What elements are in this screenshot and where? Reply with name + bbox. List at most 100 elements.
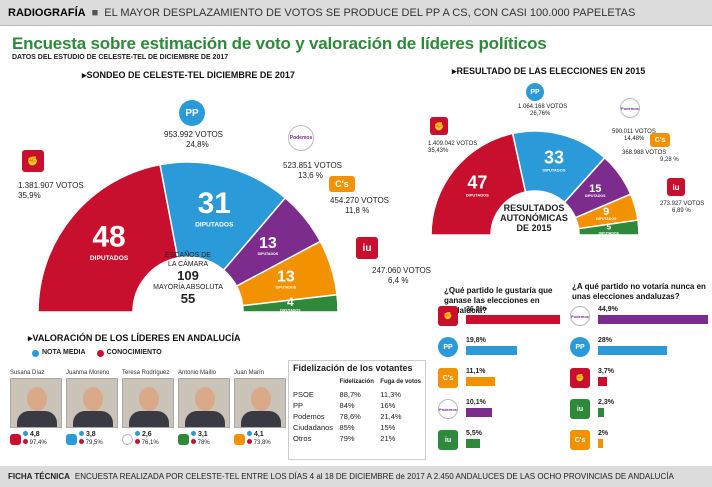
table-header-cell — [293, 379, 340, 385]
seat-label: DIPUTADOS — [585, 194, 606, 198]
bar-label: 2% — [598, 430, 609, 437]
table-row: Ciudadanos 85% 15% — [293, 422, 421, 433]
table-cell: PP — [293, 401, 304, 410]
psoe-2015-votes: 1.409.042 VOTOS — [428, 141, 478, 147]
top-bar: RADIOGRAFÍA ■ EL MAYOR DESPLAZAMIENTO DE… — [0, 0, 712, 26]
chart1-center: ESCAÑOS DE LA CÁMARA 109 MAYORÍA ABSOLUT… — [148, 251, 228, 306]
party-icon — [122, 433, 133, 445]
bar-label: 11,1% — [466, 368, 486, 375]
pp-logo-icon: PP — [570, 337, 590, 357]
podemos-2017-votes: 523.851 VOTOS — [283, 161, 343, 170]
bar-iu — [598, 408, 604, 417]
cs-logo-icon-2015: C's — [650, 133, 670, 147]
podemos-logo-icon: Podemos — [288, 125, 314, 151]
seat-segment-psoe — [37, 163, 179, 313]
bar-label: 5,5% — [466, 430, 482, 437]
bar-label: 10,1% — [466, 399, 486, 406]
bar-podemos — [466, 408, 493, 417]
bar-psoe — [598, 377, 608, 386]
seat-segment-iu — [241, 293, 339, 313]
seat-count-psoe: 47 — [467, 173, 487, 193]
table-cell: 21% — [380, 434, 396, 443]
leader-name: Teresa Rodríguez — [122, 370, 170, 376]
seat-count-pp: 31 — [198, 187, 231, 220]
leader-scores: 4,1 73,8% — [234, 431, 286, 447]
leader-photo — [178, 378, 230, 428]
table-row: Podemos 78,6% 21,4% — [293, 411, 421, 422]
leader-photo — [122, 378, 174, 428]
seat-segment-pp — [159, 161, 287, 272]
table-cell: Otros — [293, 434, 312, 443]
seat-count-psoe: 48 — [92, 221, 125, 254]
table-header-cell: Fidelización — [339, 379, 374, 385]
bar-cs — [466, 377, 495, 386]
leader-note: 4,8 — [23, 431, 47, 439]
psoe-logo-icon-2015: ✊ — [430, 117, 448, 135]
podemos-logo-icon: Podemos — [438, 399, 458, 419]
leader-knowledge: 76,1% — [135, 439, 159, 447]
psoe-2017-votes: 1.381.907 VOTOS — [18, 181, 84, 190]
footer-key: FICHA TÉCNICA — [8, 472, 70, 481]
cs-logo-icon: C's — [438, 368, 458, 388]
leader-card: Susana Díaz 4,8 97,4% — [10, 370, 62, 447]
table-cell: Podemos — [293, 412, 325, 421]
leader-card: Juanma Moreno 3,8 79,5% — [66, 370, 118, 447]
seat-count-podemos: 13 — [259, 235, 277, 252]
iu-logo-icon-2015: iu — [667, 178, 685, 196]
table-cell: 78,6% — [339, 412, 361, 421]
leader-scores: 3,8 79,5% — [66, 431, 118, 447]
bar-label: 36,2% — [466, 306, 486, 313]
podemos-2017-pct: 13,6 % — [298, 171, 323, 180]
leader-name: Juanma Moreno — [66, 370, 110, 376]
seat-label: DIPUTADOS — [542, 168, 565, 173]
page-subtitle: DATOS DEL ESTUDIO DE CELESTE-TEL DE DICI… — [12, 54, 229, 61]
chart1-title: ▸SONDEO DE CELESTE-TEL DICIEMBRE DE 2017 — [82, 70, 295, 80]
pp-logo-icon: PP — [438, 337, 458, 357]
leader-note: 2,6 — [135, 431, 159, 439]
table-cell: 79% — [339, 434, 355, 443]
iu-2015-votes: 273.927 VOTOS — [660, 201, 705, 207]
pp-2017-votes: 953.992 VOTOS — [164, 130, 224, 139]
table-header-cell: Fuga de votos — [380, 379, 421, 385]
table-cell: 88,7% — [339, 390, 361, 399]
table-cell: 84% — [339, 401, 355, 410]
seat-count-podemos: 15 — [589, 183, 601, 195]
headline: EL MAYOR DESPLAZAMIENTO DE VOTOS SE PROD… — [104, 6, 636, 19]
leaders-legend: NOTA MEDIA CONOCIMIENTO — [32, 348, 162, 358]
hemicycle-2017: 48DIPUTADOS31DIPUTADOS13DIPUTADOS13DIPUT… — [37, 161, 339, 313]
leader-note: 4,1 — [247, 431, 271, 439]
iu-2017-pct: 6,4 % — [388, 276, 409, 285]
seat-label: DIPUTADOS — [195, 221, 234, 228]
total-seats: 109 — [177, 268, 199, 283]
iu-2017-votes: 247.060 VOTOS — [372, 266, 432, 275]
note-legend-label: NOTA MEDIA — [42, 349, 86, 356]
bar-chart2-title: ¿A qué partido no votaría nunca en unas … — [572, 282, 706, 301]
footer-text: ENCUESTA REALIZADA POR CELESTE-TEL ENTRE… — [74, 472, 674, 481]
leader-photo — [10, 378, 62, 428]
center2-line3: DE 2015 — [516, 223, 552, 233]
know-legend-icon — [96, 349, 104, 357]
table-row: PSOE 88,7% 11,3% — [293, 389, 421, 400]
leader-photo — [234, 378, 286, 428]
bar-iu — [466, 439, 481, 448]
leader-scores: 3,1 78% — [178, 431, 230, 447]
table-cell: 11,3% — [380, 390, 401, 399]
podemos-2015-pct: 14,48% — [624, 136, 645, 142]
leader-card: Juan Marín 4,1 73,8% — [234, 370, 286, 447]
seat-segment-iu — [577, 219, 640, 236]
center-line3: MAYORÍA ABSOLUTA — [153, 284, 223, 291]
seat-label: DIPUTADOS — [276, 286, 297, 290]
table-row: Otros 79% 21% — [293, 433, 421, 444]
hemicycle-2015: 47DIPUTADOS33DIPUTADOS15DIPUTADOS9DIPUTA… — [430, 130, 640, 236]
leader-knowledge: 78% — [191, 439, 210, 447]
pp-2017-pct: 24,8% — [186, 140, 209, 149]
bar-chart1-title: ¿Qué partido le gustaría que ganase las … — [444, 286, 553, 315]
note-legend-icon — [32, 349, 39, 357]
leader-card: Teresa Rodríguez 2,6 76,1% — [122, 370, 174, 447]
seat-segment-psoe — [430, 132, 527, 236]
bar-psoe — [466, 315, 560, 324]
table-cell: 21,4% — [380, 412, 402, 421]
psoe-logo-icon: ✊ — [570, 368, 590, 388]
bar-label: 3,7% — [598, 368, 614, 375]
bar-pp — [466, 346, 518, 355]
